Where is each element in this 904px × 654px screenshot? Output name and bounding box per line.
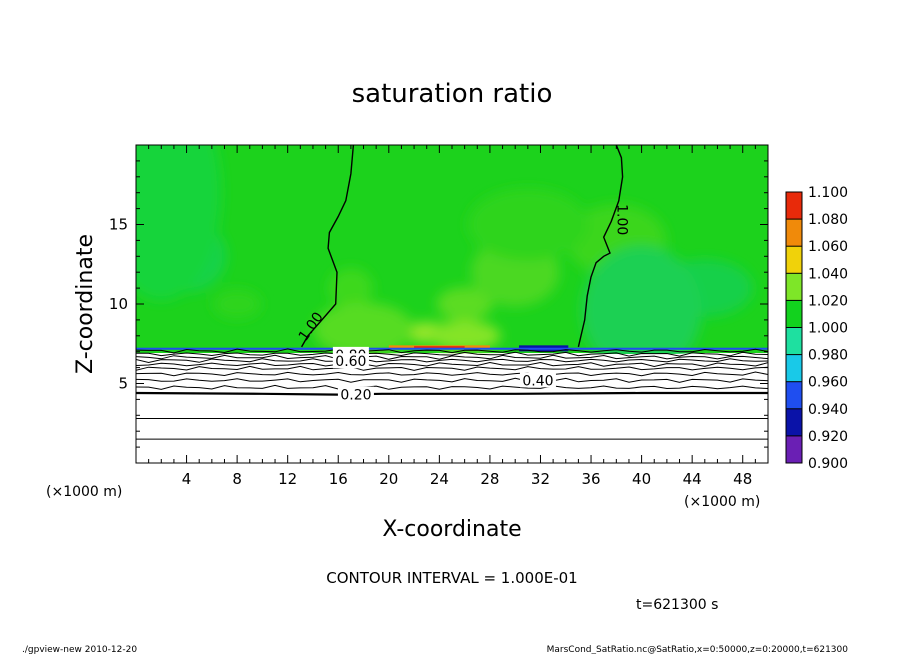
x-unit-label-left: (×1000 m) (46, 484, 122, 500)
y-tick-label-15: 15 (109, 216, 128, 234)
x-tick-label-32: 32 (531, 470, 550, 488)
y-axis-label: Z-coordinate (73, 234, 98, 374)
field-interface-band (136, 347, 768, 350)
y-tick-label-10: 10 (109, 295, 128, 313)
contour-line-7 (136, 377, 768, 383)
colorbar-label-3: 0.960 (808, 375, 848, 391)
colorbar-swatch-9 (786, 192, 802, 220)
colorbar-swatch-3 (786, 354, 802, 382)
field-patch-12 (581, 245, 702, 376)
colorbar-label-0: 0.900 (808, 456, 848, 472)
contour-label-4: 0.40 (522, 373, 553, 389)
x-tick-label-44: 44 (683, 470, 702, 488)
contour-label-5: 0.20 (340, 388, 371, 404)
field-boundary (136, 345, 768, 352)
footer-right: MarsCond_SatRatio.nc@SatRatio,x=0:50000,… (547, 645, 849, 654)
field-patch-10 (428, 320, 501, 351)
x-unit-label-right: (×1000 m) (684, 494, 760, 510)
x-tick-label-28: 28 (480, 470, 499, 488)
contour-0.20 (136, 391, 768, 396)
x-tick-label-12: 12 (278, 470, 297, 488)
colorbar-label-8: 1.060 (808, 239, 848, 255)
colorbar-swatch-2 (786, 381, 802, 409)
contour-label-1: 1.00 (614, 204, 630, 235)
colorbar-label-7: 1.040 (808, 266, 848, 282)
colorbar-label-10: 1.100 (808, 185, 848, 201)
colorbar-label-9: 1.080 (808, 212, 848, 228)
contour-label-bg-5 (337, 386, 374, 402)
contour-line-5 (136, 365, 768, 371)
colorbar-swatch-5 (786, 300, 802, 328)
contour-line-3 (136, 358, 768, 364)
colorbar-swatch-0 (786, 435, 802, 463)
time-label: t=621300 s (636, 597, 718, 613)
field-patch-4 (467, 188, 588, 261)
x-tick-label-4: 4 (182, 470, 192, 488)
colorbar-swatch-8 (786, 219, 802, 247)
contour-label-bg-4 (519, 372, 556, 388)
x-tick-label-20: 20 (379, 470, 398, 488)
field-patch-8 (136, 145, 222, 301)
field-patch-0 (328, 268, 373, 308)
contour-label-3: 0.60 (335, 354, 366, 370)
x-tick-label-48: 48 (733, 470, 752, 488)
field-patch-1 (436, 287, 493, 321)
colorbar: 0.900 0.920 0.940 0.960 0.980 1.000 1.020 1.040… (785, 185, 848, 472)
colorbar-label-6: 1.020 (808, 293, 848, 309)
field-patch-5 (213, 289, 262, 319)
contour-1.00-right (577, 145, 624, 348)
field-variations (136, 145, 753, 376)
footer-left: ./gpview-new 2010-12-20 (22, 645, 137, 654)
contour-lines (136, 145, 768, 440)
contour-line-1 (136, 351, 768, 357)
x-tick-label-24: 24 (430, 470, 449, 488)
contour-label-bg-3 (332, 353, 369, 369)
contour-line-2 (136, 354, 768, 360)
field-maximum-core (414, 346, 465, 349)
contour-line-8 (136, 384, 768, 390)
x-tick-label-8: 8 (232, 470, 242, 488)
contour-1.00-left (300, 145, 355, 348)
colorbar-swatch-6 (786, 273, 802, 301)
contour-line-4 (136, 361, 768, 368)
plot-area (136, 145, 768, 463)
contour-labels: 1.001.000.800.600.400.20 (296, 204, 630, 404)
field-patch-11 (313, 302, 414, 357)
colorbar-label-4: 0.980 (808, 348, 848, 364)
y-tick-label-5: 5 (118, 375, 128, 393)
colorbar-label-1: 0.920 (808, 429, 848, 445)
x-axis-label: X-coordinate (382, 517, 521, 542)
colorbar-label-5: 1.000 (808, 321, 848, 337)
contour-line-6 (136, 371, 768, 377)
contour-line-0 (136, 348, 768, 354)
x-tick-label-36: 36 (581, 470, 600, 488)
chart-title: saturation ratio (352, 79, 553, 109)
colorbar-swatch-4 (786, 327, 802, 355)
x-tick-label-40: 40 (632, 470, 651, 488)
colorbar-label-2: 0.940 (808, 402, 848, 418)
contour-interval-text: CONTOUR INTERVAL = 1.000E-01 (326, 569, 577, 587)
x-tick-label-16: 16 (329, 470, 348, 488)
field-lower (136, 354, 768, 463)
colorbar-swatch-7 (786, 246, 802, 274)
colorbar-swatch-1 (786, 408, 802, 436)
